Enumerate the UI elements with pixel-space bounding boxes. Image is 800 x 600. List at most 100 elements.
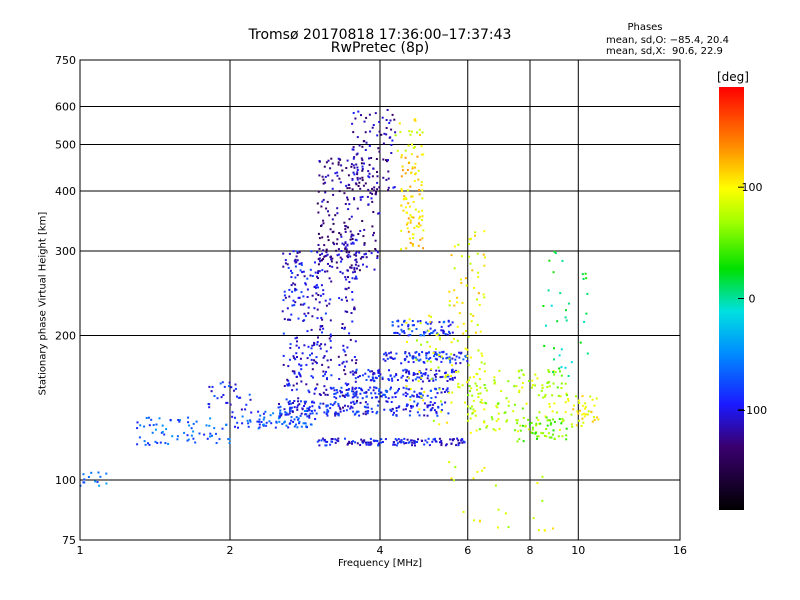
scatter-point — [289, 318, 292, 321]
scatter-point — [420, 219, 423, 221]
scatter-point — [318, 444, 321, 447]
scatter-point — [395, 352, 398, 355]
scatter-point — [320, 316, 323, 319]
scatter-point — [349, 266, 352, 269]
scatter-point — [406, 227, 409, 230]
scatter-point — [553, 358, 555, 361]
scatter-point — [538, 411, 541, 414]
scatter-point — [413, 226, 416, 229]
scatter-point — [348, 187, 351, 190]
scatter-point — [282, 354, 285, 357]
scatter-point — [434, 440, 437, 443]
scatter-point — [513, 385, 516, 388]
scatter-point — [564, 316, 567, 319]
scatter-point — [425, 352, 428, 355]
scatter-point — [387, 189, 390, 192]
scatter-point — [303, 312, 306, 315]
scatter-point — [284, 420, 286, 423]
scatter-point — [396, 332, 399, 334]
scatter-point — [417, 438, 419, 441]
scatter-point — [476, 252, 479, 255]
scatter-point — [479, 392, 482, 395]
scatter-point — [418, 193, 421, 196]
scatter-point — [450, 477, 453, 480]
scatter-point — [359, 401, 362, 404]
scatter-point — [288, 288, 291, 291]
scatter-point — [358, 144, 361, 147]
scatter-point — [348, 440, 351, 443]
scatter-point — [457, 442, 460, 445]
scatter-point — [389, 388, 392, 391]
scatter-point — [298, 403, 301, 406]
scatter-point — [458, 386, 461, 389]
scatter-point — [469, 313, 472, 316]
scatter-point — [565, 434, 568, 437]
scatter-point — [280, 412, 283, 415]
scatter-point — [353, 166, 356, 169]
scatter-point — [402, 441, 405, 443]
scatter-point — [350, 165, 353, 168]
scatter-point — [524, 425, 527, 428]
scatter-point — [426, 360, 429, 363]
scatter-point — [446, 380, 449, 382]
scatter-point — [310, 410, 313, 412]
scatter-point — [418, 354, 421, 357]
scatter-point — [454, 358, 457, 361]
scatter-point — [518, 389, 521, 392]
scatter-point — [389, 408, 392, 411]
scatter-point — [344, 246, 347, 249]
y-tick-label: 100 — [55, 474, 76, 487]
scatter-point — [299, 269, 302, 272]
scatter-point — [494, 484, 497, 487]
scatter-point — [368, 113, 371, 116]
scatter-point — [234, 425, 236, 428]
scatter-point — [327, 174, 330, 177]
scatter-point — [293, 304, 296, 307]
scatter-point — [287, 413, 290, 416]
scatter-point — [521, 407, 524, 410]
scatter-point — [412, 237, 415, 240]
scatter-point — [590, 410, 593, 413]
scatter-point — [557, 394, 560, 397]
scatter-point — [545, 324, 547, 327]
scatter-point — [518, 376, 521, 379]
scatter-point — [347, 183, 350, 186]
scatter-point — [444, 401, 447, 404]
scatter-point — [367, 188, 370, 191]
scatter-point — [403, 358, 406, 361]
scatter-point — [390, 152, 393, 154]
scatter-point — [237, 396, 240, 399]
scatter-point — [331, 179, 334, 182]
scatter-point — [318, 237, 321, 240]
scatter-point — [401, 323, 404, 326]
scatter-point — [470, 387, 473, 390]
scatter-point — [423, 443, 426, 446]
scatter-point — [584, 407, 587, 410]
scatter-point — [448, 304, 451, 307]
scatter-point — [353, 268, 356, 271]
scatter-point — [277, 417, 280, 420]
scatter-point — [560, 422, 563, 425]
scatter-point — [293, 418, 296, 421]
scatter-point — [321, 363, 324, 366]
scatter-point — [288, 382, 290, 385]
scatter-point — [411, 233, 414, 236]
scatter-point — [548, 371, 551, 373]
scatter-point — [531, 432, 534, 435]
scatter-point — [346, 196, 349, 199]
scatter-point — [353, 173, 356, 176]
scatter-point — [381, 378, 384, 380]
scatter-point — [530, 386, 533, 389]
scatter-point — [446, 333, 449, 336]
scatter-point — [282, 265, 285, 268]
scatter-point — [449, 361, 452, 364]
scatter-point — [476, 470, 479, 473]
scatter-point — [302, 295, 305, 298]
scatter-point — [262, 418, 265, 421]
scatter-point — [372, 389, 375, 392]
scatter-point — [543, 395, 546, 398]
scatter-point — [308, 416, 311, 419]
scatter-point — [332, 386, 335, 389]
scatter-point — [421, 189, 424, 192]
scatter-point — [534, 431, 537, 434]
